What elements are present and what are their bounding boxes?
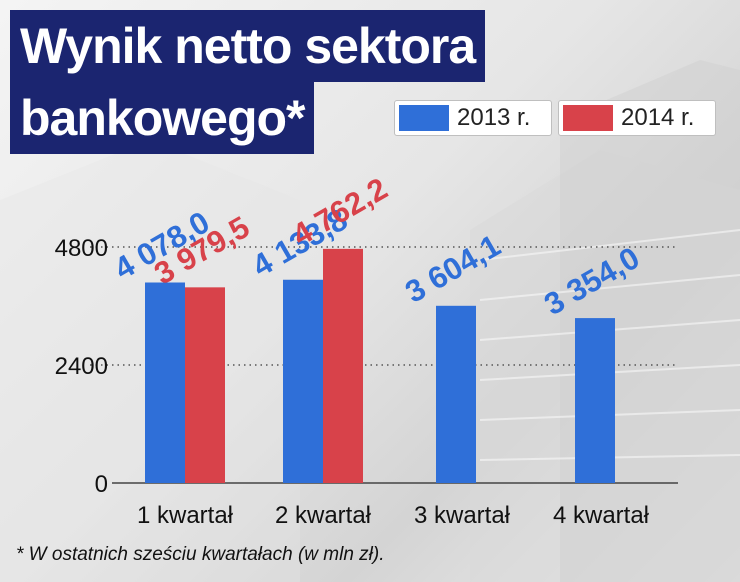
legend-label-2013: 2013 r.	[457, 104, 531, 131]
bar-2014-q2	[323, 248, 363, 483]
bar-2013-q3	[436, 305, 476, 483]
bar-2013-q1	[145, 282, 185, 483]
chart-title-line-1: Wynik netto sektora	[10, 10, 486, 82]
legend-swatch-2014	[563, 105, 613, 131]
legend-item-2014: 2014 r.	[558, 100, 716, 136]
x-tick-label-q1: 1 kwartał	[137, 502, 234, 529]
x-tick-label-q3: 3 kwartał	[414, 502, 511, 529]
bar-2013-q4	[575, 318, 615, 483]
y-tick-label-2400: 2400	[55, 353, 108, 380]
legend-item-2013: 2013 r.	[394, 100, 552, 136]
bar-2014-q1	[185, 287, 225, 483]
title-line-1-box: Wynik netto sektora	[10, 10, 486, 82]
y-tick-label-0: 0	[95, 471, 108, 498]
y-tick-label-4800: 4800	[55, 235, 108, 262]
data-label-2013-q4: 3 354,0	[538, 240, 645, 322]
legend-swatch-2013	[399, 105, 449, 131]
footnote: * W ostatnich sześciu kwartałach (w mln …	[16, 544, 385, 565]
x-tick-label-q4: 4 kwartał	[553, 502, 650, 529]
chart-title-line-2: bankowego*	[10, 82, 315, 154]
x-tick-label-q2: 2 kwartał	[275, 502, 372, 529]
data-label-2014-q2: 4 762,2	[286, 171, 393, 253]
data-label-2013-q3: 3 604,1	[399, 228, 506, 310]
bar-2013-q2	[283, 279, 323, 483]
legend-label-2014: 2014 r.	[621, 104, 695, 131]
title-line-2-box: bankowego*	[10, 82, 315, 154]
